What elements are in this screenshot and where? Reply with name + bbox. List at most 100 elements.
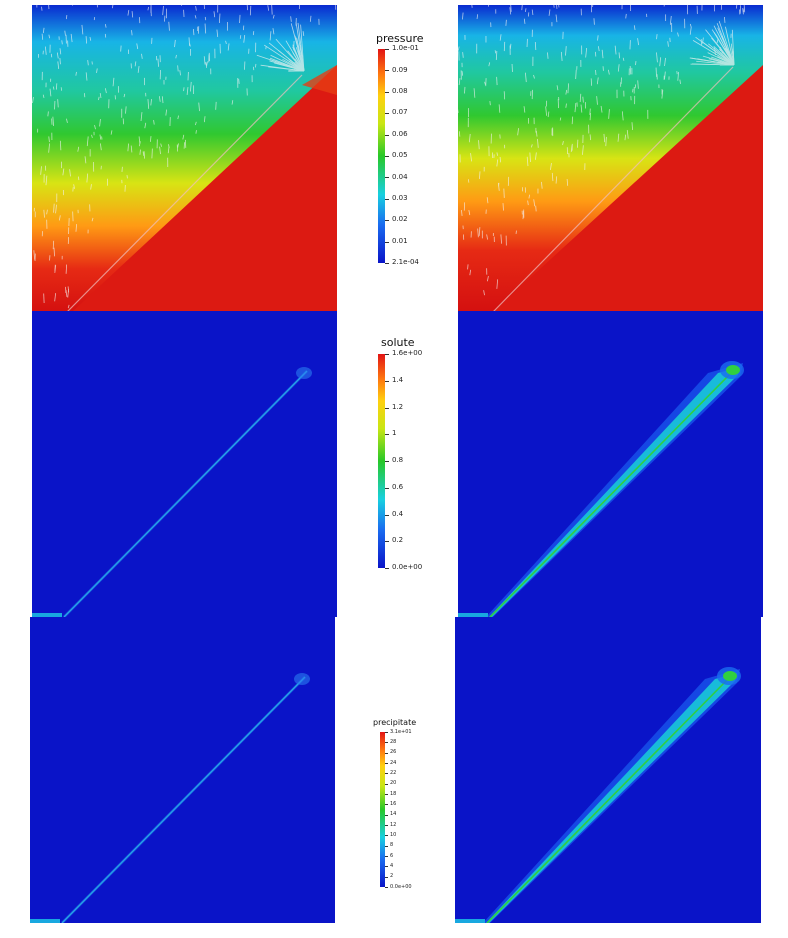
velocity-arrow <box>198 102 200 112</box>
velocity-arrow <box>468 210 471 216</box>
velocity-arrow <box>268 66 305 72</box>
velocity-arrow <box>743 7 745 13</box>
solute-legend-title: solute <box>381 336 415 349</box>
velocity-arrow <box>462 12 464 20</box>
velocity-arrow <box>722 51 735 66</box>
pressure-tick-label: 2.1e-04 <box>392 258 419 267</box>
velocity-arrow <box>91 217 94 222</box>
velocity-arrow <box>656 34 658 40</box>
velocity-arrow <box>53 247 55 257</box>
velocity-arrow <box>130 145 133 153</box>
velocity-arrow <box>498 104 501 113</box>
velocity-arrow <box>52 240 55 250</box>
velocity-arrow <box>487 275 489 282</box>
velocity-arrow <box>527 200 529 206</box>
velocity-arrow <box>478 227 481 236</box>
velocity-arrow <box>290 16 292 22</box>
velocity-arrow <box>272 14 275 19</box>
velocity-arrow <box>75 71 77 76</box>
velocity-arrow <box>559 117 562 121</box>
velocity-arrow <box>458 46 460 51</box>
pressure-legend-title: pressure <box>376 32 424 45</box>
velocity-arrow <box>218 13 221 24</box>
velocity-arrow <box>295 22 305 72</box>
velocity-arrow <box>565 89 568 95</box>
velocity-arrow <box>566 178 569 186</box>
precipitate-tick-label: 3.1e+01 <box>390 728 412 735</box>
precipitate-plot-right <box>455 617 761 923</box>
velocity-arrow <box>81 24 84 35</box>
velocity-arrow <box>473 88 476 98</box>
velocity-arrow <box>582 145 584 155</box>
velocity-arrow <box>147 99 150 109</box>
velocity-arrow <box>679 79 681 85</box>
velocity-arrow <box>177 115 179 120</box>
velocity-arrow <box>696 60 735 66</box>
velocity-arrow <box>499 156 502 163</box>
velocity-arrow <box>496 159 499 167</box>
solute-tick-label: 1 <box>392 429 397 438</box>
velocity-arrow <box>158 96 161 102</box>
velocity-arrow <box>663 5 665 7</box>
velocity-arrow <box>85 36 87 44</box>
velocity-arrow <box>216 29 219 38</box>
velocity-arrow <box>50 53 53 58</box>
precipitate-tick-label: 14 <box>390 811 397 818</box>
pressure-tick-mark <box>385 177 389 179</box>
velocity-arrow <box>556 85 559 91</box>
velocity-arrow <box>565 46 567 56</box>
solute-tick-mark <box>385 541 389 543</box>
velocity-arrow <box>42 27 45 34</box>
velocity-arrow <box>664 71 666 80</box>
velocity-arrow <box>553 5 555 8</box>
velocity-arrow <box>477 228 479 238</box>
precipitate-tick-mark <box>385 732 388 733</box>
velocity-arrow <box>692 40 735 66</box>
velocity-arrow <box>624 134 626 141</box>
pressure-plot-right <box>458 5 763 312</box>
velocity-arrow <box>91 134 93 139</box>
velocity-arrow <box>96 68 98 73</box>
velocity-arrow <box>579 93 582 103</box>
velocity-arrow <box>77 146 80 152</box>
velocity-arrow <box>100 143 102 151</box>
velocity-arrow <box>526 156 529 167</box>
velocity-arrow <box>716 23 735 66</box>
velocity-arrow <box>548 9 551 16</box>
velocity-arrow <box>534 41 537 50</box>
velocity-arrow <box>94 125 96 130</box>
velocity-arrow <box>533 199 536 207</box>
velocity-arrow <box>147 6 150 11</box>
velocity-arrow <box>138 136 141 144</box>
velocity-arrow <box>127 9 130 16</box>
velocity-arrow <box>59 57 61 65</box>
velocity-arrow <box>510 5 512 12</box>
velocity-arrow <box>86 173 89 183</box>
velocity-arrow <box>292 44 305 72</box>
velocity-arrow <box>495 50 498 60</box>
velocity-arrow <box>574 102 577 113</box>
solute-tick-mark <box>385 407 389 409</box>
velocity-arrow <box>494 50 497 54</box>
velocity-arrow <box>98 96 100 101</box>
precipitate-tick-label: 6 <box>390 852 394 859</box>
velocity-arrow <box>127 143 129 152</box>
velocity-arrow <box>634 84 637 89</box>
pressure-tick-mark <box>385 198 389 200</box>
velocity-arrow <box>677 32 679 37</box>
solute-tick-label: 0.4 <box>392 509 404 518</box>
velocity-arrow <box>461 209 463 216</box>
velocity-arrow <box>138 141 141 147</box>
velocity-arrow <box>731 48 735 66</box>
velocity-arrow <box>61 40 63 45</box>
precipitate-tick-mark <box>385 763 388 764</box>
velocity-arrow <box>496 152 498 156</box>
velocity-arrow <box>468 133 471 143</box>
velocity-arrow <box>717 56 735 66</box>
velocity-arrow <box>629 65 632 75</box>
velocity-arrow <box>96 5 98 8</box>
velocity-arrow <box>150 98 152 106</box>
velocity-arrow <box>529 152 531 163</box>
velocity-arrow <box>462 52 464 58</box>
velocity-arrow <box>99 118 101 127</box>
